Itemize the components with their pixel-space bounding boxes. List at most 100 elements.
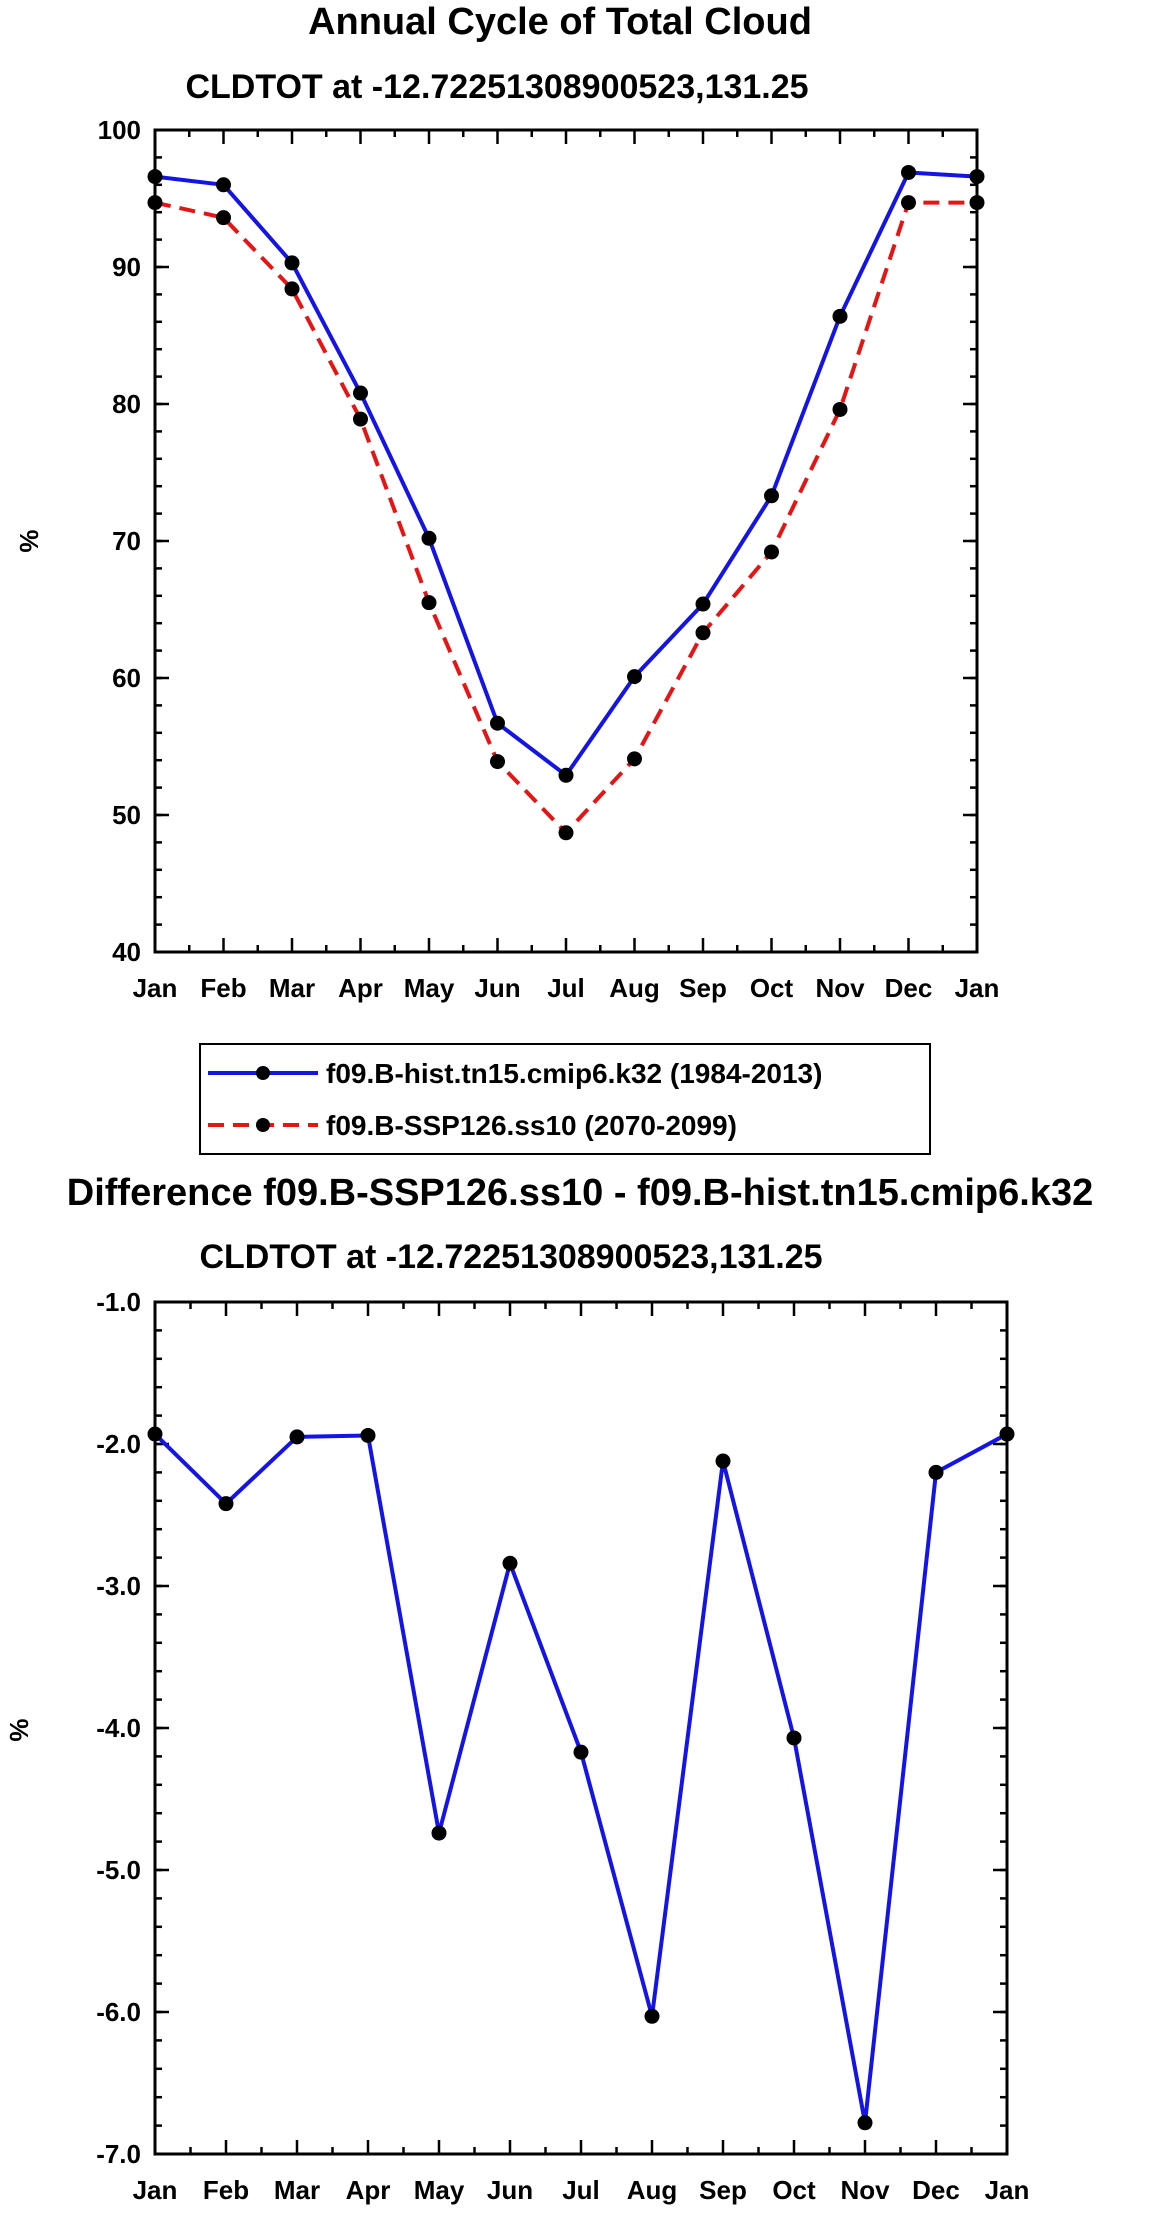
chart1-series-1-point: [284, 281, 300, 297]
chart1-title: Annual Cycle of Total Cloud: [308, 1, 812, 43]
chart2-ytick-label: -6.0: [96, 1997, 141, 2027]
chart2-series-0-point: [786, 1730, 802, 1746]
chart1-xtick-label: Oct: [750, 973, 794, 1003]
chart2-xtick-label: Jul: [562, 2175, 600, 2205]
chart1-series-1-point: [558, 825, 574, 841]
chart1-x-tick-labels: Jan Feb Mar Apr May Jun Jul Aug Sep Oct Nov Dec Jan: [133, 973, 1000, 1003]
chart1-series-1-point: [147, 195, 163, 211]
chart1-ytick-label: 90: [112, 252, 141, 282]
chart2-xtick-label: Aug: [627, 2175, 678, 2205]
chart1-xtick-label: Aug: [609, 973, 660, 1003]
chart1-series-line-1: [154, 200, 977, 835]
chart1-series-0-point: [421, 530, 437, 546]
legend-box: [199, 1043, 931, 1155]
chart1-series-0-point: [901, 164, 916, 180]
chart1-series-1-point: [901, 195, 916, 211]
chart1-series-0-point: [353, 385, 368, 401]
chart2-ytick-label: -1.0: [96, 1287, 141, 1317]
chart2-series-0-point: [218, 1496, 234, 1512]
legend-marker-ssp: [256, 1118, 270, 1132]
chart2-series-0-point: [644, 2008, 660, 2024]
chart1-xtick-label: Sep: [679, 973, 727, 1003]
chart2-xtick-label: Dec: [912, 2175, 960, 2205]
chart2-x-tick-labels: Jan Feb Mar Apr May Jun Jul Aug Sep Oct Nov Dec Jan: [133, 2175, 1030, 2205]
chart2-ylabel: %: [4, 1718, 34, 1741]
chart1-series-1-point: [627, 751, 642, 767]
chart2-ytick-label: -2.0: [96, 1429, 141, 1459]
chart2-xtick-label: Sep: [699, 2175, 747, 2205]
chart2-series-0-point: [147, 1426, 163, 1442]
chart1-xtick-label: May: [404, 973, 455, 1003]
chart1-ytick-label: 40: [112, 937, 141, 967]
chart1-xtick-label: Jan: [955, 973, 1000, 1003]
chart1-series-1-point: [969, 195, 985, 211]
chart1-legend: f09.B-hist.tn15.cmip6.k32 (1984-2013) f0…: [199, 1043, 931, 1155]
chart2-series-0-point: [431, 1825, 447, 1841]
chart2-ytick-label: -5.0: [96, 1855, 141, 1885]
chart2-series: [147, 1426, 1015, 2131]
chart2-series-0-point: [573, 1744, 589, 1760]
chart2-series-0-point: [715, 1453, 731, 1469]
chart2-xtick-label: Jun: [487, 2175, 533, 2205]
chart-difference: Difference f09.B-SSP126.ss10 - f09.B-his…: [4, 1172, 1093, 2205]
chart1-series-1-point: [216, 210, 231, 226]
chart1-ylabel: %: [14, 529, 44, 552]
chart1-y-tick-labels: 40 50 60 70 80 90 100: [98, 115, 141, 967]
chart1-series-0-point: [490, 715, 505, 731]
chart1-series-0-point: [558, 767, 574, 783]
chart2-series-0-point: [289, 1429, 305, 1445]
chart2-subtitle: CLDTOT at -12.72251308900523,131.25: [199, 1238, 822, 1276]
chart2-xtick-label: Feb: [203, 2175, 249, 2205]
chart1-series-1-point: [695, 625, 711, 641]
chart2-xtick-label: Nov: [840, 2175, 890, 2205]
chart2-y-tick-labels: -7.0 -6.0 -5.0 -4.0 -3.0 -2.0 -1.0: [96, 1287, 141, 2169]
chart1-series: [147, 164, 985, 841]
chart2-xtick-label: May: [414, 2175, 465, 2205]
chart1-series-1-point: [353, 411, 368, 427]
chart1-subtitle: CLDTOT at -12.72251308900523,131.25: [185, 68, 808, 106]
chart2-series-0-point: [928, 1464, 944, 1480]
chart1-xtick-label: Apr: [338, 973, 383, 1003]
legend-label-hist: f09.B-hist.tn15.cmip6.k32 (1984-2013): [326, 1058, 822, 1089]
chart1-xtick-label: Feb: [200, 973, 246, 1003]
chart1-series-0-point: [216, 177, 231, 193]
legend-label-ssp: f09.B-SSP126.ss10 (2070-2099): [326, 1110, 737, 1141]
chart2-ytick-label: -7.0: [96, 2139, 141, 2169]
chart1-series-0-point: [764, 488, 779, 504]
chart1-ytick-label: 100: [98, 115, 141, 145]
chart1-ytick-label: 60: [112, 663, 141, 693]
chart1-ytick-label: 80: [112, 389, 141, 419]
chart1-ytick-label: 50: [112, 800, 141, 830]
chart1-series-0-point: [284, 255, 300, 271]
chart1-plot-frame: [153, 128, 979, 954]
chart2-xtick-label: Oct: [772, 2175, 816, 2205]
chart1-ytick-label: 70: [112, 526, 141, 556]
chart-annual-cycle: Annual Cycle of Total Cloud CLDTOT at -1…: [14, 1, 1000, 1155]
chart1-series-1-point: [764, 544, 779, 560]
chart1-xtick-label: Dec: [885, 973, 933, 1003]
chart1-series-0-point: [695, 596, 711, 612]
chart1-xtick-label: Nov: [815, 973, 865, 1003]
chart2-series-0-point: [999, 1426, 1015, 1442]
chart2-xtick-label: Jan: [133, 2175, 178, 2205]
chart1-xtick-label: Jun: [474, 973, 520, 1003]
chart2-xtick-label: Jan: [985, 2175, 1030, 2205]
chart1-series-0-point: [832, 308, 848, 324]
chart2-series-0-point: [857, 2115, 873, 2131]
chart2-plot-frame: [153, 1300, 1009, 2156]
chart2-title: Difference f09.B-SSP126.ss10 - f09.B-his…: [67, 1172, 1093, 1214]
chart2-ytick-label: -3.0: [96, 1571, 141, 1601]
chart2-ticks: [153, 1300, 1009, 2156]
chart1-xtick-label: Mar: [269, 973, 315, 1003]
chart2-series-line-0: [153, 1432, 1008, 2125]
chart1-series-0-point: [627, 669, 642, 685]
chart2-xtick-label: Apr: [346, 2175, 391, 2205]
chart1-series-0-point: [969, 169, 985, 185]
chart2-series-0-point: [502, 1555, 518, 1571]
chart2-xtick-label: Mar: [274, 2175, 320, 2205]
chart1-series-0-point: [147, 169, 163, 185]
legend-marker-hist: [256, 1066, 270, 1080]
chart2-ytick-label: -4.0: [96, 1713, 141, 1743]
chart1-series-line-0: [154, 170, 978, 778]
